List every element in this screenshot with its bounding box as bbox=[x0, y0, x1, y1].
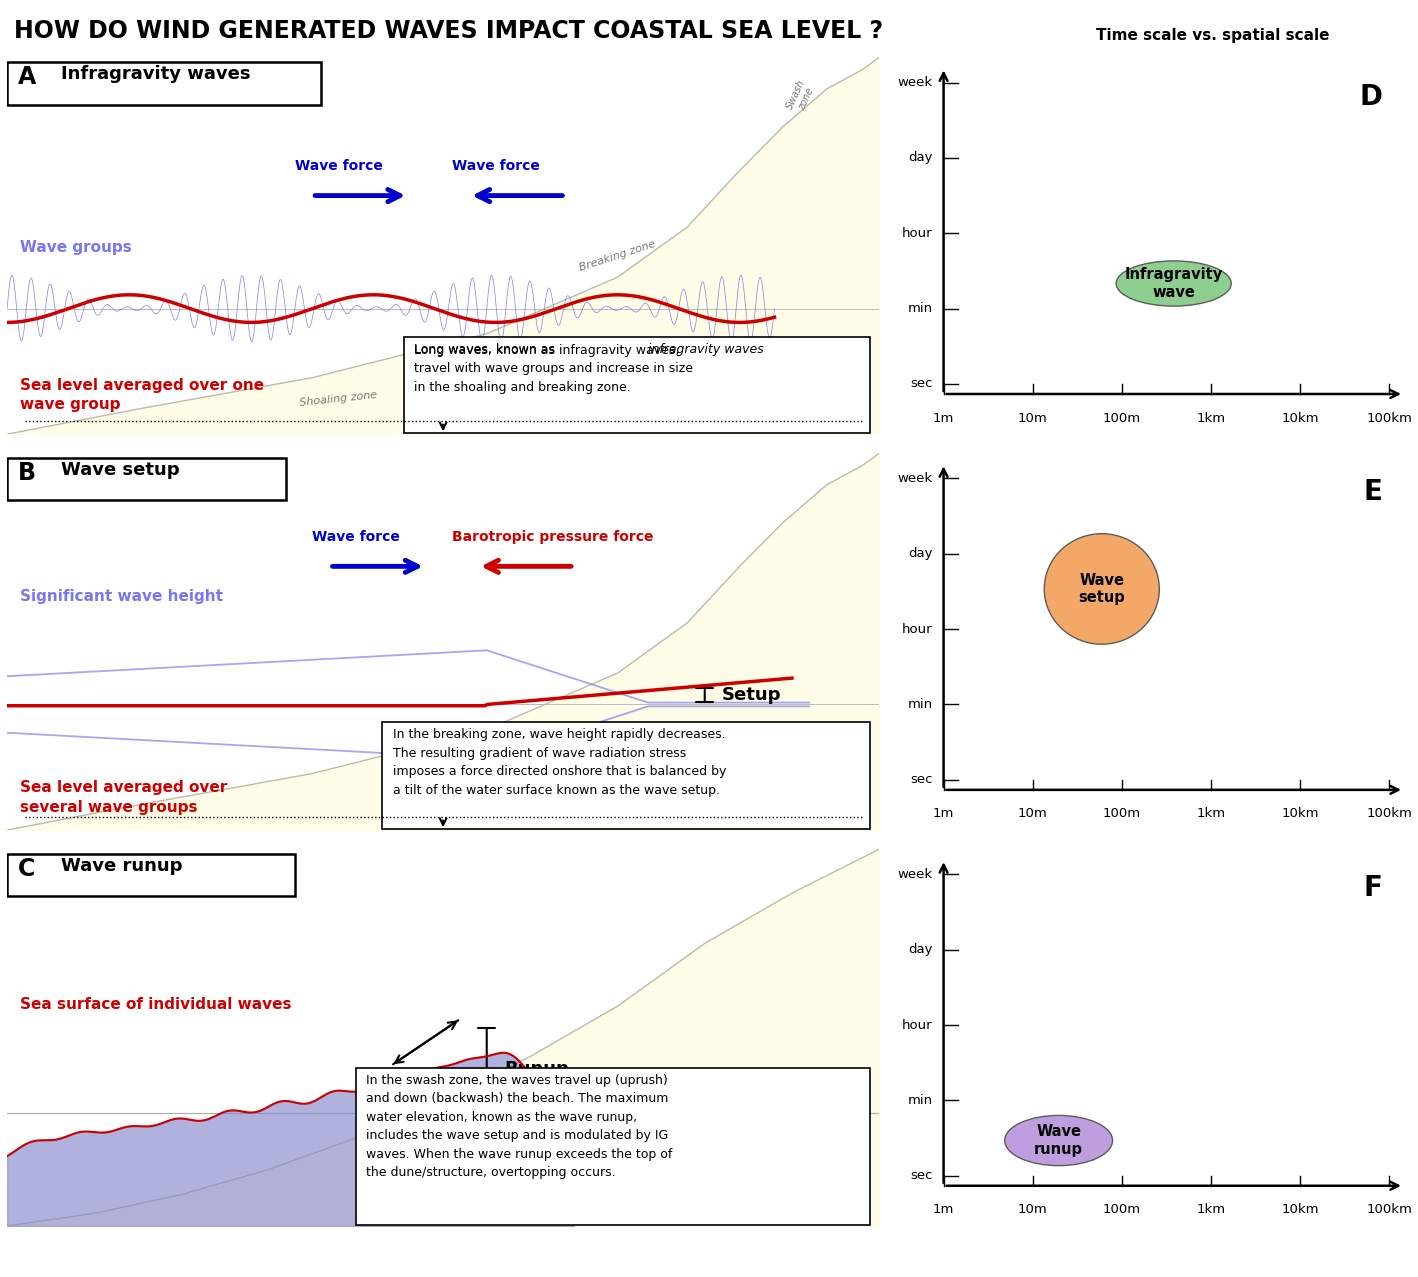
Text: Wave setup: Wave setup bbox=[61, 461, 180, 479]
Text: hour: hour bbox=[902, 227, 933, 240]
Text: 100km: 100km bbox=[1367, 1203, 1412, 1216]
Text: hour: hour bbox=[902, 623, 933, 636]
Text: 100km: 100km bbox=[1367, 807, 1412, 820]
Text: Wave force: Wave force bbox=[452, 160, 540, 174]
Text: B: B bbox=[17, 461, 35, 485]
Text: Runup: Runup bbox=[505, 1060, 569, 1078]
Text: Wave force: Wave force bbox=[295, 160, 383, 174]
Text: C: C bbox=[17, 857, 35, 881]
Text: Significant wave height: Significant wave height bbox=[20, 589, 223, 604]
Text: Wave
runup: Wave runup bbox=[1034, 1124, 1083, 1157]
Text: 10km: 10km bbox=[1282, 807, 1319, 820]
Text: min: min bbox=[908, 699, 933, 711]
Text: 1km: 1km bbox=[1197, 1203, 1225, 1216]
Text: 1km: 1km bbox=[1197, 411, 1225, 424]
Text: Time scale vs. spatial scale: Time scale vs. spatial scale bbox=[1096, 28, 1329, 43]
Ellipse shape bbox=[1005, 1115, 1113, 1166]
Text: 100m: 100m bbox=[1103, 807, 1141, 820]
Text: Sea level averaged over
several wave groups: Sea level averaged over several wave gro… bbox=[20, 780, 227, 815]
Text: Breaking zone: Breaking zone bbox=[579, 239, 657, 273]
Text: 1m: 1m bbox=[933, 1203, 954, 1216]
Text: week: week bbox=[898, 77, 933, 89]
Text: Sea level averaged over one
wave group: Sea level averaged over one wave group bbox=[20, 378, 264, 412]
Text: Wave
setup: Wave setup bbox=[1079, 573, 1124, 605]
Text: 1m: 1m bbox=[933, 807, 954, 820]
Text: HOW DO WIND GENERATED WAVES IMPACT COASTAL SEA LEVEL ?: HOW DO WIND GENERATED WAVES IMPACT COAST… bbox=[14, 19, 883, 43]
Text: min: min bbox=[908, 1094, 933, 1107]
Text: day: day bbox=[909, 944, 933, 956]
Text: Wave force: Wave force bbox=[312, 530, 400, 544]
Text: infragravity waves: infragravity waves bbox=[648, 342, 764, 355]
Text: week: week bbox=[898, 868, 933, 881]
Text: hour: hour bbox=[902, 1019, 933, 1032]
FancyBboxPatch shape bbox=[7, 853, 295, 896]
Text: day: day bbox=[909, 548, 933, 561]
Text: 10km: 10km bbox=[1282, 1203, 1319, 1216]
Text: 100km: 100km bbox=[1367, 411, 1412, 424]
Text: 10km: 10km bbox=[1282, 411, 1319, 424]
Text: Setup: Setup bbox=[722, 686, 781, 704]
Text: Wave groups: Wave groups bbox=[20, 240, 132, 255]
Text: Swash
zone: Swash zone bbox=[784, 78, 817, 116]
FancyBboxPatch shape bbox=[7, 457, 286, 501]
FancyBboxPatch shape bbox=[7, 61, 320, 105]
Text: 1km: 1km bbox=[1197, 807, 1225, 820]
Text: 1m: 1m bbox=[933, 411, 954, 424]
Text: week: week bbox=[898, 472, 933, 485]
Text: 10m: 10m bbox=[1018, 1203, 1048, 1216]
Text: Long waves, known as infragravity waves,
travel with wave groups and increase in: Long waves, known as infragravity waves,… bbox=[414, 344, 693, 393]
Text: min: min bbox=[908, 303, 933, 315]
Text: E: E bbox=[1363, 479, 1383, 507]
Text: 100m: 100m bbox=[1103, 1203, 1141, 1216]
Text: Infragravity
wave: Infragravity wave bbox=[1124, 267, 1222, 300]
Text: In the breaking zone, wave height rapidly decreases.
The resulting gradient of w: In the breaking zone, wave height rapidl… bbox=[393, 728, 726, 797]
Ellipse shape bbox=[1044, 534, 1160, 644]
Text: day: day bbox=[909, 152, 933, 165]
Ellipse shape bbox=[1116, 261, 1231, 306]
Text: 100m: 100m bbox=[1103, 411, 1141, 424]
Text: D: D bbox=[1360, 83, 1383, 111]
Text: In the swash zone, the waves travel up (uprush)
and down (backwash) the beach. T: In the swash zone, the waves travel up (… bbox=[366, 1074, 672, 1180]
Text: sec: sec bbox=[910, 378, 933, 391]
FancyBboxPatch shape bbox=[381, 722, 871, 829]
Text: 10m: 10m bbox=[1018, 411, 1048, 424]
Text: A: A bbox=[17, 65, 35, 89]
Text: sec: sec bbox=[910, 1170, 933, 1183]
Text: Wave runup: Wave runup bbox=[61, 857, 183, 875]
Text: Long waves, known as: Long waves, known as bbox=[414, 342, 559, 355]
FancyBboxPatch shape bbox=[356, 1068, 871, 1225]
Text: Long waves, known as infragravity waves,
travel with wave groups and increase in: Long waves, known as infragravity waves,… bbox=[414, 342, 693, 392]
Text: 10m: 10m bbox=[1018, 807, 1048, 820]
Text: Infragravity waves: Infragravity waves bbox=[61, 65, 251, 83]
Text: sec: sec bbox=[910, 774, 933, 787]
Text: Shoaling zone: Shoaling zone bbox=[299, 389, 377, 407]
FancyBboxPatch shape bbox=[404, 337, 871, 433]
Text: F: F bbox=[1363, 875, 1383, 903]
Text: Sea surface of individual waves: Sea surface of individual waves bbox=[20, 997, 292, 1013]
Text: Barotropic pressure force: Barotropic pressure force bbox=[452, 530, 654, 544]
